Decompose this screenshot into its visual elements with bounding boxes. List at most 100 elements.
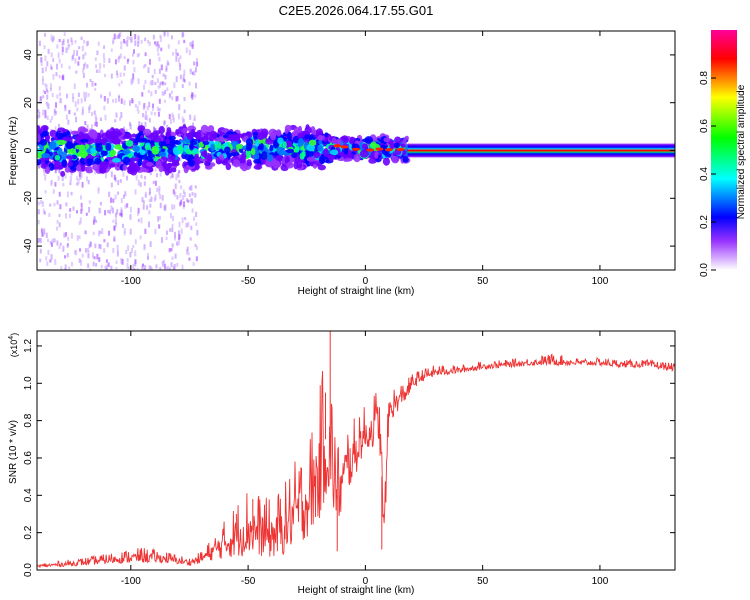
heatmap-cell-noise — [172, 114, 175, 121]
heatmap-cell-noise — [192, 262, 195, 266]
heatmap-cell-noise — [182, 195, 185, 201]
heatmap-cell — [189, 142, 194, 151]
heatmap-cell-noise — [98, 69, 101, 73]
heatmap-cell-noise — [50, 242, 53, 247]
heatmap-cell-noise — [50, 179, 53, 185]
heatmap-cell-noise — [154, 81, 157, 85]
heatmap-cell-noise — [137, 179, 140, 186]
heatmap-cell-noise — [148, 199, 151, 203]
heatmap-cell-noise — [81, 45, 84, 52]
heatmap-cell-noise — [69, 180, 72, 186]
heatmap-cell-noise — [138, 121, 141, 127]
heatmap-cell-noise — [167, 44, 170, 49]
heatmap-cell-noise — [185, 222, 188, 228]
heatmap-cell — [284, 128, 289, 135]
heatmap-cell-noise — [150, 111, 153, 116]
y-multiplier: (x104) — [8, 333, 19, 357]
heatmap-cell-noise — [147, 221, 150, 228]
heatmap-cell-noise — [49, 203, 52, 207]
heatmap-cell-noise — [144, 193, 147, 198]
heatmap-cell-noise — [106, 97, 109, 104]
heatmap-cell-noise — [104, 265, 107, 270]
heatmap-cell-noise — [110, 182, 113, 188]
heatmap-cell-noise — [75, 70, 78, 74]
heatmap-cell-noise — [110, 73, 113, 79]
heatmap-cell-noise — [105, 259, 108, 263]
heatmap-cell — [49, 141, 57, 150]
heatmap-cell-noise — [134, 250, 137, 257]
heatmap-cell-noise — [78, 46, 81, 50]
heatmap-cell-noise — [179, 201, 182, 207]
heatmap-cell — [37, 133, 41, 143]
heatmap-cell-noise — [46, 101, 49, 107]
heatmap-cell-noise — [130, 39, 133, 44]
heatmap-cell-noise — [171, 223, 174, 227]
heatmap-cell-noise — [154, 194, 157, 201]
heatmap-cell-noise — [157, 85, 160, 89]
heatmap-cell-noise — [179, 74, 182, 80]
heatmap-cell-noise — [162, 73, 165, 77]
heatmap-cell-noise — [152, 103, 155, 109]
heatmap-cell-noise — [44, 90, 47, 95]
heatmap-cell-noise — [124, 204, 127, 209]
heatmap-cell-noise — [129, 123, 132, 130]
heatmap-cell-noise — [196, 61, 199, 67]
heatmap-cell-noise — [37, 238, 40, 244]
heatmap-cell-noise — [156, 78, 159, 83]
heatmap-cell — [276, 129, 282, 137]
heatmap-cell-noise — [114, 194, 117, 200]
heatmap-cell-noise — [90, 124, 93, 130]
heatmap-cell-noise — [146, 106, 149, 111]
heatmap-cell-noise — [150, 267, 153, 270]
heatmap-cell-noise — [97, 187, 100, 191]
heatmap-cell-noise — [154, 228, 157, 235]
heatmap-cell-noise — [102, 64, 105, 68]
heatmap-cell — [313, 151, 321, 159]
heatmap-cell-noise — [143, 244, 146, 251]
heatmap-cell — [382, 157, 391, 166]
heatmap-cell — [129, 160, 134, 169]
heatmap-cell-noise — [174, 253, 177, 259]
heatmap-cell-noise — [130, 247, 133, 254]
heatmap-cell-noise — [117, 180, 120, 186]
heatmap-cell — [306, 144, 316, 152]
heatmap-cell-noise — [188, 49, 191, 56]
heatmap-cell-noise — [177, 240, 180, 246]
heatmap-cell-noise — [87, 247, 90, 252]
heatmap-cell-noise — [76, 235, 79, 241]
heatmap-cell — [320, 154, 326, 163]
heatmap-cell — [300, 159, 305, 164]
heatmap-cell-noise — [116, 35, 119, 40]
heatmap-cell-noise — [183, 191, 186, 198]
heatmap-cell-noise — [46, 94, 49, 100]
heatmap-cell-noise — [158, 68, 161, 74]
heatmap-cell-noise — [120, 46, 123, 50]
heatmap-cell-noise — [134, 103, 137, 108]
heatmap-cell-noise — [52, 189, 55, 194]
heatmap-cell — [153, 137, 162, 143]
heatmap-cell-noise — [84, 230, 87, 235]
heatmap-cell-noise — [189, 114, 192, 120]
heatmap-cell-noise — [54, 167, 57, 174]
heatmap-cell-noise — [183, 39, 186, 44]
heatmap-cell — [142, 128, 152, 136]
heatmap-cell-noise — [84, 120, 87, 126]
heatmap-cell-noise — [189, 237, 192, 241]
heatmap-cell-noise — [134, 33, 137, 40]
heatmap-cell-noise — [158, 98, 161, 104]
heatmap-cell — [126, 140, 134, 147]
heatmap-cell — [100, 150, 108, 157]
heatmap-cell-noise — [72, 96, 75, 103]
colorbar-tick-label: 0.4 — [699, 167, 710, 181]
heatmap-cell-noise — [94, 64, 97, 69]
heatmap-cell — [68, 148, 76, 154]
heatmap-cell-noise — [165, 68, 168, 72]
heatmap-cell-noise — [64, 173, 67, 179]
heatmap-peak — [366, 148, 375, 152]
heatmap-cell-noise — [149, 203, 152, 208]
heatmap-cell-noise — [127, 58, 130, 62]
heatmap-cell-noise — [57, 175, 60, 181]
heatmap-cell-noise — [175, 174, 178, 181]
heatmap-cell-noise — [148, 41, 151, 47]
heatmap-cell-noise — [82, 68, 85, 74]
